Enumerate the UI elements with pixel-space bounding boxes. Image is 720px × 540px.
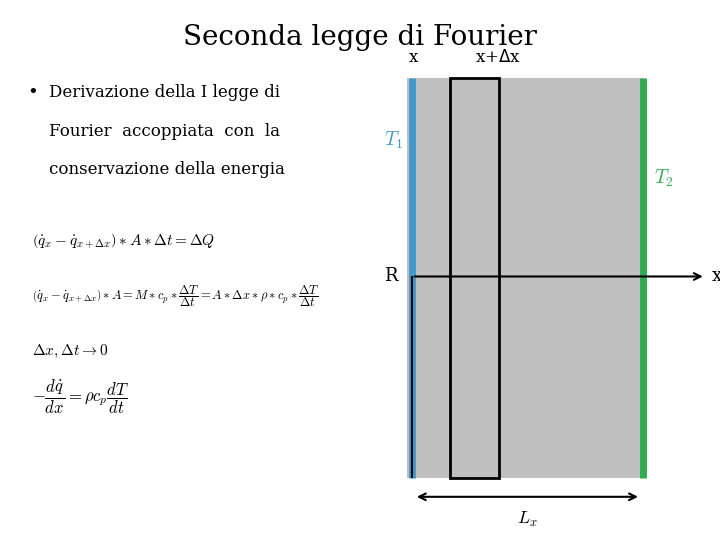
Text: x+$\Delta$x: x+$\Delta$x [474, 50, 521, 66]
Text: x: x [408, 50, 418, 66]
Text: $\Delta x, \Delta t \rightarrow 0$: $\Delta x, \Delta t \rightarrow 0$ [32, 343, 109, 360]
Text: R: R [384, 267, 397, 286]
Text: Derivazione della I legge di: Derivazione della I legge di [49, 84, 280, 100]
Bar [407, 78, 644, 478]
Text: $\left(\dot{q}_{x}-\dot{q}_{x+\Delta x}\right)*A = M*c_{p}*\dfrac{\Delta T}{\Del: $\left(\dot{q}_{x}-\dot{q}_{x+\Delta x}\… [32, 283, 320, 309]
Text: Fourier  accoppiata  con  la: Fourier accoppiata con la [49, 123, 280, 139]
Text: Seconda legge di Fourier: Seconda legge di Fourier [183, 24, 537, 51]
Text: $T_2$: $T_2$ [654, 167, 673, 189]
Text: $\left(\dot{q}_{x}-\dot{q}_{x+\Delta x}\right)*A*\Delta t = \Delta Q$: $\left(\dot{q}_{x}-\dot{q}_{x+\Delta x}\… [32, 232, 215, 251]
Text: $L_x$: $L_x$ [517, 510, 538, 529]
Text: conservazione della energia: conservazione della energia [49, 161, 285, 178]
Bar [450, 78, 499, 478]
Text: $-\dfrac{d\dot{q}}{dx} = \rho c_{p}\dfrac{dT}{dt}$: $-\dfrac{d\dot{q}}{dx} = \rho c_{p}\dfra… [32, 378, 130, 416]
Text: $T_1$: $T_1$ [384, 130, 403, 151]
Text: x: x [711, 267, 720, 286]
Text: •: • [27, 84, 38, 102]
